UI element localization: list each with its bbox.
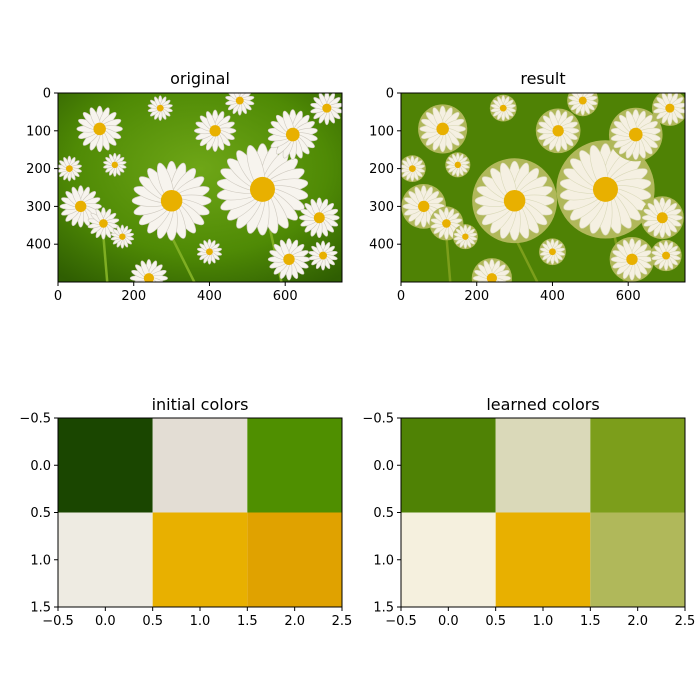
x-tick-label: 1.0 — [190, 614, 211, 629]
x-tick-label: 1.0 — [533, 614, 554, 629]
panel-learned-colors: learned colors −0.5 0.0 0.5 1.0 1.5 2.0 2.5 −0.… — [362, 395, 695, 629]
y-tick-label: 0.0 — [30, 459, 51, 474]
x-tick-label: 0.5 — [485, 614, 506, 629]
daisy-flower — [610, 109, 661, 160]
color-cell — [247, 418, 342, 513]
x-tick-label: 2.0 — [284, 614, 305, 629]
daisy-flower — [131, 160, 212, 241]
daisy-flower — [430, 207, 463, 240]
x-tick-label: 400 — [197, 289, 222, 304]
panel-initial-colors: initial colors −0.5 0.0 0.5 1.0 1.5 2.0 2.5 −0.… — [19, 395, 352, 629]
y-tick-label: 300 — [26, 200, 51, 215]
panel-original: original 0 200 400 600 0 100 200 300 400 — [26, 69, 343, 304]
y-tick-label: 0 — [43, 87, 51, 102]
panel-learned-title: learned colors — [486, 395, 599, 414]
daisy-flower — [559, 143, 652, 236]
y-tick-label: 400 — [26, 238, 51, 253]
y-tick-label: 100 — [26, 124, 51, 139]
result-photo — [401, 93, 685, 282]
y-tick-label: −0.5 — [19, 412, 51, 427]
daisy-flower — [419, 105, 466, 153]
y-tick-label: 0.0 — [373, 459, 394, 474]
color-cell — [152, 418, 248, 513]
x-tick-label: −0.5 — [42, 614, 74, 629]
daisy-flower — [610, 238, 654, 281]
x-tick-label: 400 — [540, 289, 565, 304]
daisy-flower — [474, 160, 555, 241]
x-tick-label: 0.0 — [438, 614, 459, 629]
panel-result-title: result — [520, 69, 565, 88]
daisy-flower — [653, 93, 685, 126]
x-tick-label: 2.5 — [675, 614, 696, 629]
x-tick-label: −0.5 — [385, 614, 417, 629]
y-tick-label: 200 — [26, 162, 51, 177]
color-cell — [247, 512, 342, 607]
daisy-flower — [401, 155, 425, 182]
color-cell — [401, 512, 496, 607]
x-tick-label: 2.0 — [627, 614, 648, 629]
y-tick-label: 1.5 — [373, 601, 394, 616]
daisy-flower — [216, 143, 309, 236]
x-tick-label: 1.5 — [237, 614, 258, 629]
daisy-flower — [537, 109, 580, 152]
panel-original-title: original — [170, 69, 230, 88]
color-cell — [590, 418, 685, 513]
daisy-flower — [539, 238, 565, 265]
daisy-flower — [651, 240, 681, 271]
y-tick-label: 200 — [369, 162, 394, 177]
x-tick-label: 0.0 — [95, 614, 116, 629]
x-tick-label: 0.5 — [142, 614, 163, 629]
daisy-flower — [453, 224, 478, 249]
panel-result: result 0 200 400 600 0 100 200 300 400 — [369, 69, 686, 304]
daisy-flower — [446, 152, 470, 177]
daisy-flower — [147, 95, 173, 121]
daisy-flower — [641, 197, 683, 239]
daisy-flower — [267, 109, 318, 160]
panel-initial-title: initial colors — [152, 395, 249, 414]
color-cell — [401, 418, 496, 513]
daisy-flower — [76, 105, 123, 153]
y-tick-label: −0.5 — [362, 412, 394, 427]
x-tick-label: 200 — [464, 289, 489, 304]
x-tick-label: 600 — [273, 289, 298, 304]
daisy-flower — [225, 93, 255, 116]
daisy-flower — [110, 224, 135, 249]
daisy-flower — [568, 93, 598, 116]
original-photo — [58, 93, 342, 282]
y-tick-label: 1.5 — [30, 601, 51, 616]
color-cell — [58, 418, 153, 513]
y-tick-label: 1.0 — [373, 553, 394, 568]
daisy-flower — [129, 259, 168, 282]
y-tick-label: 0 — [386, 87, 394, 102]
daisy-flower — [87, 207, 120, 240]
color-cell — [495, 512, 591, 607]
y-tick-label: 0.5 — [30, 506, 51, 521]
daisy-flower — [298, 197, 340, 239]
color-cell — [590, 512, 685, 607]
x-tick-label: 0 — [397, 289, 405, 304]
x-tick-label: 200 — [121, 289, 146, 304]
daisy-flower — [103, 152, 127, 177]
color-cell — [58, 512, 153, 607]
y-tick-label: 400 — [369, 238, 394, 253]
daisy-flower — [58, 155, 82, 182]
daisy-flower — [194, 109, 237, 152]
daisy-flower — [308, 240, 338, 271]
x-tick-label: 0 — [54, 289, 62, 304]
y-tick-label: 100 — [369, 124, 394, 139]
color-cell — [152, 512, 248, 607]
x-tick-label: 1.5 — [580, 614, 601, 629]
color-cell — [495, 418, 591, 513]
y-tick-label: 0.5 — [373, 506, 394, 521]
daisy-flower — [196, 238, 222, 265]
y-tick-label: 300 — [369, 200, 394, 215]
daisy-flower — [59, 185, 102, 228]
y-tick-label: 1.0 — [30, 553, 51, 568]
daisy-flower — [267, 238, 311, 281]
x-tick-label: 2.5 — [332, 614, 353, 629]
daisy-flower — [490, 95, 516, 121]
daisy-flower — [310, 93, 342, 126]
x-tick-label: 600 — [616, 289, 641, 304]
